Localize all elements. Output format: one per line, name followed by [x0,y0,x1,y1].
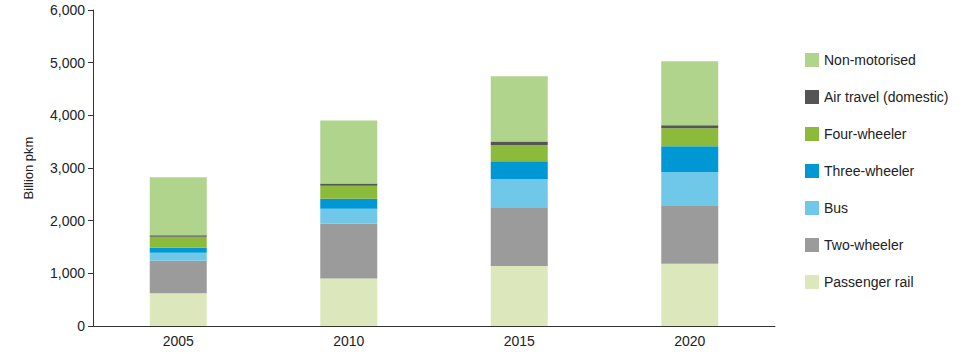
svg-text:2010: 2010 [333,333,364,349]
svg-text:Air travel (domestic): Air travel (domestic) [824,89,948,105]
svg-text:0: 0 [77,318,85,334]
svg-text:2005: 2005 [163,333,194,349]
svg-text:Billion pkm: Billion pkm [21,137,36,200]
svg-text:Three-wheeler: Three-wheeler [824,163,915,179]
svg-text:Four-wheeler: Four-wheeler [824,126,907,142]
svg-text:5,000: 5,000 [50,55,85,71]
svg-text:3,000: 3,000 [50,160,85,176]
svg-text:2020: 2020 [674,333,705,349]
svg-text:2015: 2015 [504,333,535,349]
svg-text:Two-wheeler: Two-wheeler [824,237,904,253]
svg-text:Non-motorised: Non-motorised [824,52,916,68]
svg-text:2,000: 2,000 [50,213,85,229]
svg-text:6,000: 6,000 [50,2,85,18]
svg-text:Passenger rail: Passenger rail [824,274,914,290]
svg-text:1,000: 1,000 [50,265,85,281]
svg-text:Bus: Bus [824,200,848,216]
svg-text:4,000: 4,000 [50,107,85,123]
